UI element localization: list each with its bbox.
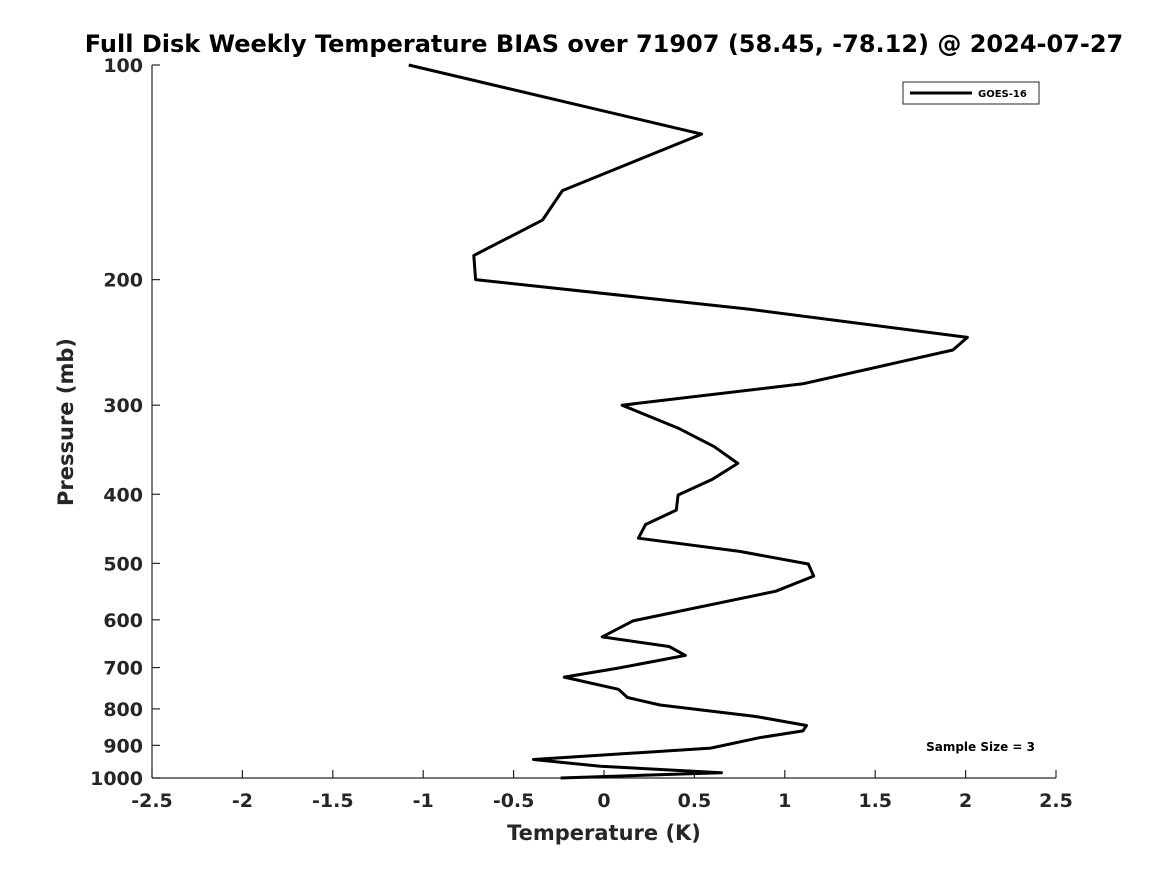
x-tick-label: -2 — [232, 790, 253, 812]
x-tick-label: 0 — [597, 790, 610, 812]
y-tick-label: 800 — [103, 699, 143, 721]
y-axis-ticks: 100 200 300 400 500 600 700 800 900 1000 — [90, 55, 160, 790]
y-tick-label: 500 — [103, 553, 143, 575]
y-tick-label: 200 — [103, 270, 143, 292]
series-layer — [408, 63, 969, 780]
x-tick-label: 2 — [959, 790, 972, 812]
x-tick-label: -0.5 — [493, 790, 535, 812]
x-tick-label: -1 — [413, 790, 434, 812]
chart-title: Full Disk Weekly Temperature BIAS over 7… — [85, 30, 1124, 58]
y-tick-label: 1000 — [90, 768, 143, 790]
x-tick-label: -2.5 — [131, 790, 173, 812]
x-axis-label: Temperature (K) — [507, 821, 701, 845]
legend: GOES-16 — [902, 81, 1040, 105]
x-tick-label: 1.5 — [858, 790, 892, 812]
legend-label-goes-16: GOES-16 — [978, 89, 1027, 100]
series-line-goes-16 — [408, 63, 969, 780]
y-tick-label: 900 — [103, 735, 143, 757]
x-tick-label: 1 — [778, 790, 791, 812]
x-axis-ticks: -2.5 -2 -1.5 -1 -0.5 0 0.5 1 1.5 2 2.5 — [131, 770, 1073, 812]
x-tick-label: 0.5 — [678, 790, 712, 812]
y-tick-label: 100 — [103, 55, 143, 77]
y-tick-label: 600 — [103, 610, 143, 632]
sample-size-annotation: Sample Size = 3 — [926, 740, 1035, 754]
y-tick-label: 700 — [103, 658, 143, 680]
x-tick-label: 2.5 — [1039, 790, 1073, 812]
y-tick-label: 300 — [103, 395, 143, 417]
y-axis-label: Pressure (mb) — [54, 338, 78, 506]
x-tick-label: -1.5 — [312, 790, 354, 812]
y-tick-label: 400 — [103, 484, 143, 506]
